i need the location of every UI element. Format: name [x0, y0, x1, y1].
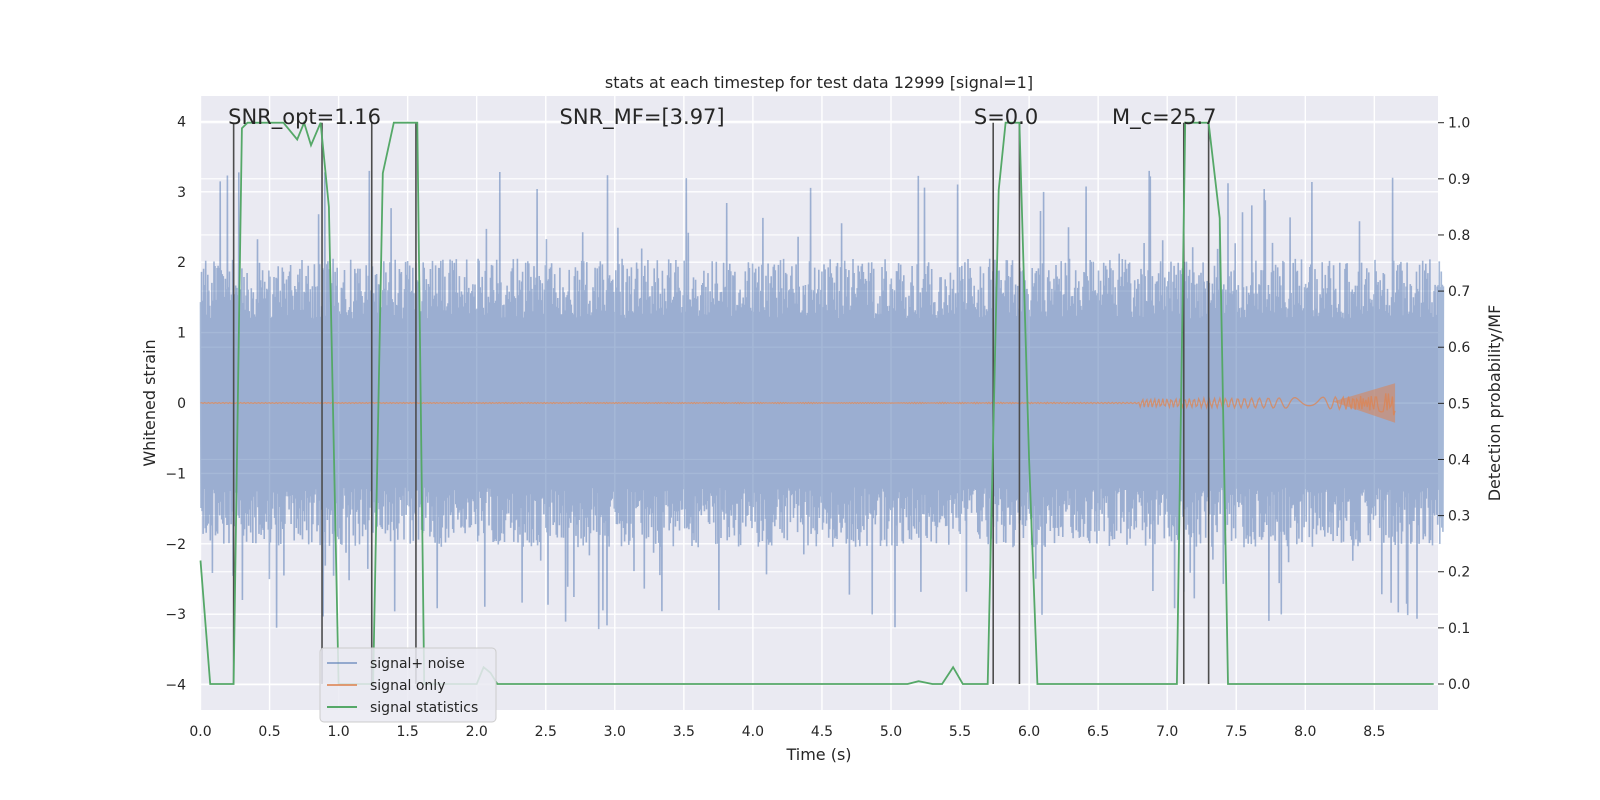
vline-markers	[232, 122, 1210, 684]
y-tick-label: −4	[165, 678, 186, 694]
y-right-tick-label: 0.7	[1448, 284, 1470, 300]
y-tick-label: 2	[177, 255, 186, 271]
y-tick-label: −3	[165, 607, 186, 623]
x-tick-labels: 0.0 0.5 1.0 1.5 2.0 2.5 3.0 3.5 4.0 4.5 5.0 5.5 6.0 6…	[189, 724, 1385, 740]
x-tick-label: 8.0	[1294, 724, 1316, 740]
x-tick-label: 2.5	[535, 724, 557, 740]
x-axis-label: Time (s)	[785, 745, 851, 764]
y-right-tick-label: 0.3	[1448, 509, 1470, 525]
series-line-signal-noise	[199, 170, 1445, 630]
series-line-signal-only	[200, 393, 1396, 416]
y-tick-label: −2	[165, 537, 186, 553]
annotation-label: SNR_MF=[3.97]	[560, 105, 725, 130]
x-tick-label: 8.5	[1363, 724, 1385, 740]
x-tick-label: 2.0	[466, 724, 488, 740]
x-tick-label: 4.5	[811, 724, 833, 740]
x-tick-label: 1.5	[397, 724, 419, 740]
x-tick-label: 6.0	[1018, 724, 1040, 740]
y-tick-label: 0	[177, 396, 186, 412]
x-tick-label: 7.5	[1225, 724, 1247, 740]
legend-label-stats: signal statistics	[370, 700, 478, 716]
annotation-label: SNR_opt=1.16	[228, 105, 381, 130]
x-tick-label: 7.0	[1156, 724, 1178, 740]
legend-label-signal-only: signal only	[370, 678, 445, 694]
signal-only-series	[200, 383, 1396, 423]
signal-noise-series	[199, 170, 1445, 630]
y-right-tick-label: 0.6	[1448, 340, 1470, 356]
y-right-tick-label: 0.9	[1448, 172, 1470, 188]
legend-label-noise: signal+ noise	[370, 656, 465, 672]
y-tick-label: 3	[177, 185, 186, 201]
legend-box	[319, 647, 497, 723]
x-tick-label: 0.0	[189, 724, 211, 740]
y-right-tick-label: 1.0	[1448, 116, 1470, 132]
y-tick-label: 1	[177, 326, 186, 342]
y-right-tick-label: 0.2	[1448, 565, 1470, 581]
x-tick-label: 5.0	[880, 724, 902, 740]
y-right-tick-labels: 1.0 0.9 0.8 0.7 0.6 0.5 0.4 0.3 0.2 0.1 0.0	[1438, 116, 1470, 693]
x-tick-label: 3.5	[673, 724, 695, 740]
x-tick-label: 1.0	[327, 724, 349, 740]
y-right-axis-label: Detection probability/MF	[1485, 305, 1504, 502]
x-tick-label: 3.0	[604, 724, 626, 740]
annotations: SNR_opt=1.16 SNR_MF=[3.97] S=0.0 M_c=25.7	[228, 105, 1216, 130]
annotation-label: S=0.0	[974, 105, 1038, 129]
x-tick-label: 5.5	[949, 724, 971, 740]
y-right-tick-label: 0.5	[1448, 396, 1470, 412]
y-right-tick-label: 0.1	[1448, 621, 1470, 637]
annotation-label: M_c=25.7	[1112, 105, 1217, 130]
y-axis-label: Whitened strain	[140, 339, 159, 466]
x-tick-label: 6.5	[1087, 724, 1109, 740]
chirp-envelope	[1332, 383, 1396, 423]
legend: signal+ noise signal only signal statist…	[319, 647, 497, 723]
y-tick-label: 4	[177, 114, 186, 130]
x-tick-label: 4.0	[742, 724, 764, 740]
chart-title: stats at each timestep for test data 129…	[605, 73, 1033, 92]
y-right-tick-label: 0.0	[1448, 677, 1470, 693]
x-tick-label: 0.5	[258, 724, 280, 740]
y-right-tick-label: 0.8	[1448, 228, 1470, 244]
y-tick-label: −1	[165, 466, 186, 482]
y-right-tick-label: 0.4	[1448, 452, 1470, 468]
y-tick-labels: 4 3 2 1 0 −1 −2 −3 −4	[165, 114, 186, 693]
